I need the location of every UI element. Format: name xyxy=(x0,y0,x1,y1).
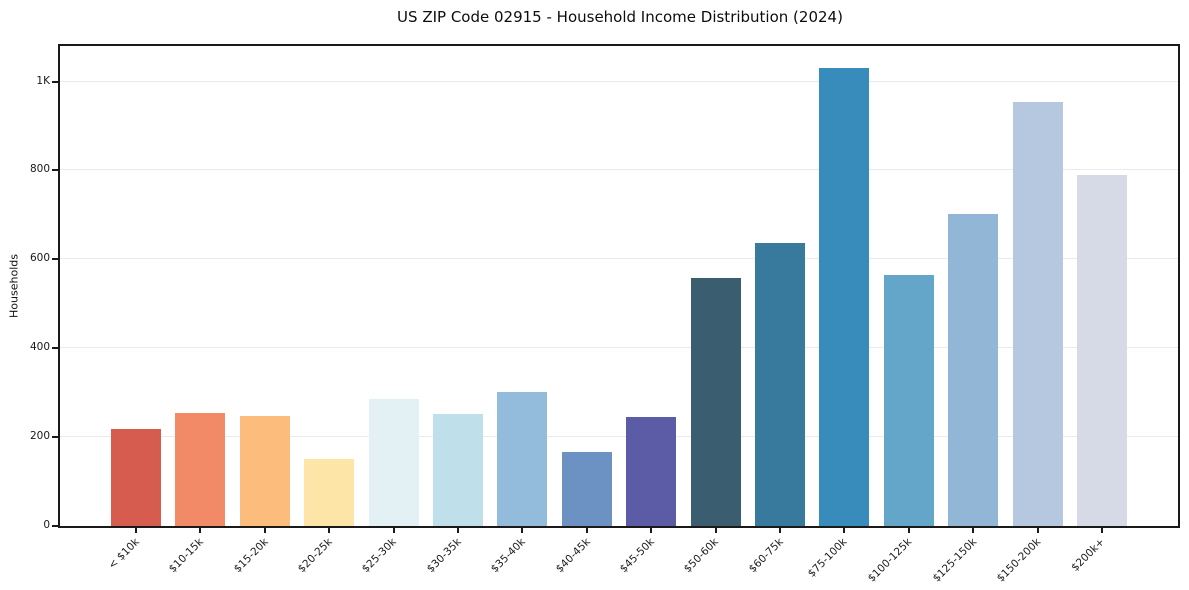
bar-$25-30k xyxy=(368,398,419,526)
gridline-y600 xyxy=(60,258,1178,260)
gridline-y1000 xyxy=(60,80,1178,82)
x-tick-label-$10-15k: $10-15k xyxy=(166,536,206,576)
y-tick-mark-400 xyxy=(52,347,58,350)
gridline-y200 xyxy=(60,436,1178,438)
y-axis-tick-labels: 0 200 400 600 800 1K xyxy=(0,46,50,531)
y-tick-label-600: 600 xyxy=(29,252,50,265)
y-tick-mark-600 xyxy=(52,258,58,261)
bar-$40-45k xyxy=(561,452,612,526)
x-tick-mark-$125-150k xyxy=(972,528,975,533)
bar-$75-100k xyxy=(819,68,870,526)
x-tick-mark-$10-15k xyxy=(199,528,202,533)
y-tick-mark-0 xyxy=(52,525,58,527)
x-tick-mark-< $10k xyxy=(135,528,137,533)
bar-$30-35k xyxy=(433,414,483,526)
x-tick-label-$30-35k: $30-35k xyxy=(424,536,464,576)
x-tick-label-$25-30k: $25-30k xyxy=(359,536,400,576)
y-tick-mark-1K xyxy=(52,80,58,83)
x-tick-label-$75-100k: $75-100k xyxy=(806,536,850,580)
x-tick-label-$125-150k: $125-150k xyxy=(930,536,979,585)
x-tick-mark-$75-100k xyxy=(843,528,846,533)
bar-$100-125k xyxy=(883,275,934,526)
y-tick-mark-200 xyxy=(52,436,58,439)
x-tick-mark-$30-35k xyxy=(457,528,459,533)
x-tick-label-$60-75k: $60-75k xyxy=(746,536,786,576)
gridline-y400 xyxy=(60,347,1178,349)
x-tick-label-$15-20k: $15-20k xyxy=(231,536,271,576)
x-tick-label-$100-125k: $100-125k xyxy=(865,536,915,585)
x-tick-mark-$35-40k xyxy=(521,528,524,533)
x-tick-mark-$45-50k xyxy=(650,528,653,533)
x-tick-label-$20-25k: $20-25k xyxy=(295,536,335,576)
bar-$45-50k xyxy=(626,417,677,526)
bar-$125-150k xyxy=(948,214,999,526)
chart-title: US ZIP Code 02915 - Household Income Dis… xyxy=(397,8,843,26)
plot-area xyxy=(58,44,1180,528)
bar-$60-75k xyxy=(755,243,805,526)
x-tick-mark-$60-75k xyxy=(779,528,781,533)
bar-$20-25k xyxy=(304,458,355,526)
x-tick-label-$50-60k: $50-60k xyxy=(681,536,722,576)
gridline-y800 xyxy=(60,169,1178,171)
x-tick-mark-$100-125k xyxy=(907,528,910,533)
y-tick-mark-800 xyxy=(52,169,58,172)
x-tick-mark-$150-200k xyxy=(1036,528,1039,533)
y-tick-label-1K: 1K xyxy=(36,74,50,87)
x-tick-mark-$15-20k xyxy=(263,528,266,533)
bar-$35-40k xyxy=(497,392,548,526)
y-tick-label-0: 0 xyxy=(43,519,50,531)
x-tick-mark-$20-25k xyxy=(328,528,331,533)
x-tick-label-$45-50k: $45-50k xyxy=(617,536,657,576)
y-tick-label-800: 800 xyxy=(29,163,50,176)
x-axis-tick-marks xyxy=(60,528,1178,534)
x-tick-label-$40-45k: $40-45k xyxy=(553,536,593,576)
bar-$10-15k xyxy=(175,412,226,526)
bar-$15-20k xyxy=(239,415,290,526)
bar-< $10k xyxy=(111,429,161,526)
x-tick-label-$150-200k: $150-200k xyxy=(994,536,1044,585)
x-tick-label-$200k+: $200k+ xyxy=(1069,536,1108,574)
x-tick-mark-$50-60k xyxy=(714,528,717,533)
x-tick-mark-$200k+ xyxy=(1101,528,1103,533)
y-tick-label-400: 400 xyxy=(29,341,50,354)
y-tick-label-200: 200 xyxy=(29,430,50,443)
x-tick-mark-$40-45k xyxy=(585,528,588,533)
x-tick-label-< $10k: < $10k xyxy=(105,536,142,572)
bar-$50-60k xyxy=(690,278,741,526)
y-axis-tick-marks xyxy=(52,46,58,527)
bar-$150-200k xyxy=(1012,101,1063,526)
bar-$200k+ xyxy=(1077,175,1127,526)
x-tick-label-$35-40k: $35-40k xyxy=(488,536,528,576)
x-axis-tick-labels: < $10k $10-15k $15-20k $20-25k $25-30k $30-35… xyxy=(60,536,1178,590)
x-tick-mark-$25-30k xyxy=(392,528,395,533)
